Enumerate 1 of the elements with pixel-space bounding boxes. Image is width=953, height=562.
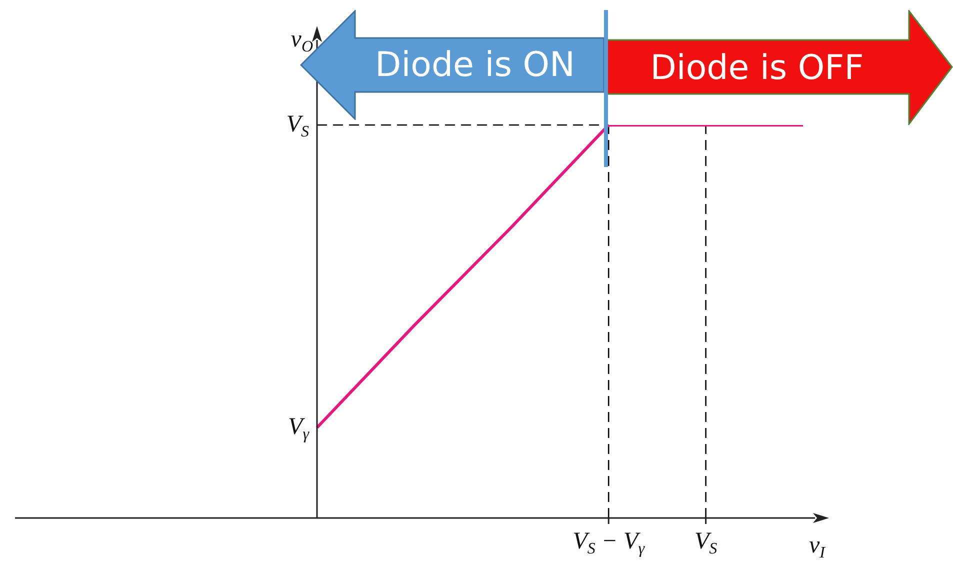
right-arrow-icon: Diode is OFF — [607, 10, 953, 125]
